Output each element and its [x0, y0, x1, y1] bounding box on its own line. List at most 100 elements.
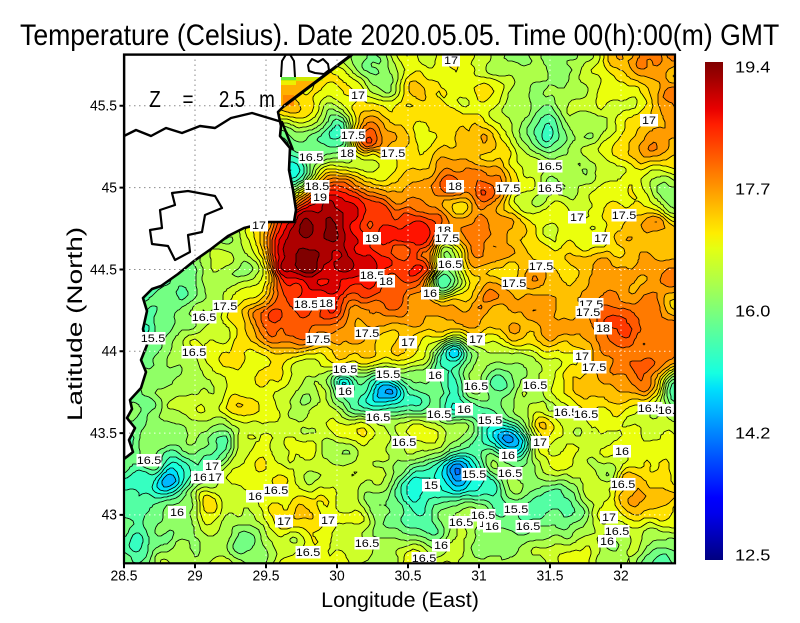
svg-text:15.5: 15.5	[478, 414, 503, 427]
svg-text:16.5: 16.5	[392, 436, 417, 449]
svg-text:16: 16	[457, 403, 471, 416]
svg-text:18.5: 18.5	[294, 298, 319, 311]
svg-text:=: =	[182, 87, 193, 112]
svg-text:44: 44	[102, 344, 117, 360]
svg-text:17.5: 17.5	[306, 333, 331, 346]
svg-text:16.5: 16.5	[438, 258, 463, 271]
svg-text:16.5: 16.5	[605, 525, 630, 538]
svg-text:31.5: 31.5	[537, 568, 564, 584]
svg-text:17.5: 17.5	[502, 277, 527, 290]
svg-text:17.5: 17.5	[612, 209, 637, 222]
svg-text:17: 17	[533, 436, 547, 449]
svg-text:15.5: 15.5	[141, 332, 166, 345]
svg-text:12.5: 12.5	[735, 546, 770, 564]
svg-text:44.5: 44.5	[90, 262, 117, 278]
svg-text:29: 29	[187, 568, 202, 584]
svg-text:16.5: 16.5	[137, 454, 162, 467]
svg-text:15.5: 15.5	[376, 368, 401, 381]
svg-text:16: 16	[600, 535, 614, 548]
svg-text:45: 45	[102, 180, 117, 196]
svg-text:16: 16	[428, 369, 442, 382]
svg-text:Latitude (North): Latitude (North)	[63, 227, 87, 421]
svg-text:17: 17	[602, 511, 616, 524]
svg-text:18: 18	[596, 322, 610, 335]
svg-text:17: 17	[570, 211, 584, 224]
svg-text:16.5: 16.5	[611, 478, 636, 491]
svg-text:16.5: 16.5	[523, 379, 548, 392]
svg-text:17.7: 17.7	[735, 180, 770, 198]
svg-text:17: 17	[469, 333, 483, 346]
svg-text:16.5: 16.5	[366, 411, 391, 424]
svg-text:16: 16	[501, 449, 515, 462]
svg-text:16: 16	[423, 287, 437, 300]
svg-text:m: m	[259, 87, 275, 112]
svg-text:16: 16	[170, 506, 184, 519]
svg-text:17: 17	[277, 515, 291, 528]
svg-text:16.5: 16.5	[574, 408, 599, 421]
svg-text:14.2: 14.2	[735, 424, 770, 442]
svg-text:16.5: 16.5	[449, 516, 474, 529]
svg-text:17: 17	[575, 350, 589, 363]
svg-text:32: 32	[613, 568, 628, 584]
svg-text:2.5: 2.5	[219, 87, 245, 112]
svg-text:16: 16	[434, 539, 448, 552]
svg-text:29.5: 29.5	[253, 568, 280, 584]
svg-text:17.5: 17.5	[496, 182, 521, 195]
svg-text:16.5: 16.5	[333, 363, 358, 376]
svg-text:Longitude (East): Longitude (East)	[321, 588, 479, 612]
svg-text:15: 15	[424, 479, 438, 492]
svg-text:19: 19	[313, 191, 327, 204]
svg-text:17: 17	[401, 336, 415, 349]
svg-text:43: 43	[102, 507, 117, 523]
svg-text:16.5: 16.5	[182, 346, 207, 359]
svg-text:30.5: 30.5	[395, 568, 422, 584]
svg-text:15.5: 15.5	[504, 503, 529, 516]
svg-text:19: 19	[365, 232, 379, 245]
svg-text:17.5: 17.5	[582, 361, 607, 374]
svg-text:18: 18	[340, 147, 354, 160]
svg-text:17.5: 17.5	[341, 129, 366, 142]
svg-text:16.5: 16.5	[299, 151, 324, 164]
svg-text:45.5: 45.5	[90, 98, 117, 114]
svg-text:16: 16	[485, 520, 499, 533]
svg-text:17.5: 17.5	[576, 306, 601, 319]
svg-text:16.5: 16.5	[264, 484, 289, 497]
svg-text:17.5: 17.5	[355, 327, 380, 340]
svg-text:Temperature (Celsius). Date 20: Temperature (Celsius). Date 2020.05.05. …	[20, 19, 779, 53]
svg-text:15.5: 15.5	[462, 468, 487, 481]
svg-text:43.5: 43.5	[90, 426, 117, 442]
svg-text:17.5: 17.5	[435, 232, 460, 245]
svg-text:31: 31	[471, 568, 486, 584]
svg-text:18: 18	[379, 275, 393, 288]
svg-text:17: 17	[642, 114, 656, 127]
svg-text:17: 17	[321, 514, 335, 527]
svg-text:16.5: 16.5	[516, 520, 541, 533]
svg-text:18.5: 18.5	[305, 180, 330, 193]
svg-text:16.5: 16.5	[296, 546, 321, 559]
svg-text:16: 16	[615, 445, 629, 458]
svg-text:16.5: 16.5	[355, 537, 380, 550]
svg-text:16: 16	[193, 471, 207, 484]
svg-text:17: 17	[594, 232, 608, 245]
svg-text:16.5: 16.5	[427, 408, 452, 421]
svg-text:17: 17	[351, 89, 365, 102]
svg-text:16.5: 16.5	[464, 380, 489, 393]
svg-text:17: 17	[208, 471, 222, 484]
svg-text:16.5: 16.5	[412, 552, 437, 565]
svg-text:19.4: 19.4	[735, 58, 770, 76]
svg-text:16.5: 16.5	[658, 404, 683, 417]
svg-text:18: 18	[319, 297, 333, 310]
svg-text:17: 17	[205, 460, 219, 473]
svg-text:16.5: 16.5	[554, 406, 579, 419]
svg-text:16: 16	[248, 490, 262, 503]
svg-text:Z: Z	[149, 87, 161, 112]
svg-text:28.5: 28.5	[111, 568, 138, 584]
svg-text:16.0: 16.0	[735, 302, 770, 320]
svg-text:16: 16	[338, 385, 352, 398]
svg-text:17.5: 17.5	[529, 260, 554, 273]
svg-text:16.5: 16.5	[498, 467, 523, 480]
svg-text:17: 17	[252, 219, 266, 232]
svg-text:16.5: 16.5	[538, 160, 563, 173]
svg-text:18: 18	[448, 180, 462, 193]
svg-text:16.5: 16.5	[538, 182, 563, 195]
